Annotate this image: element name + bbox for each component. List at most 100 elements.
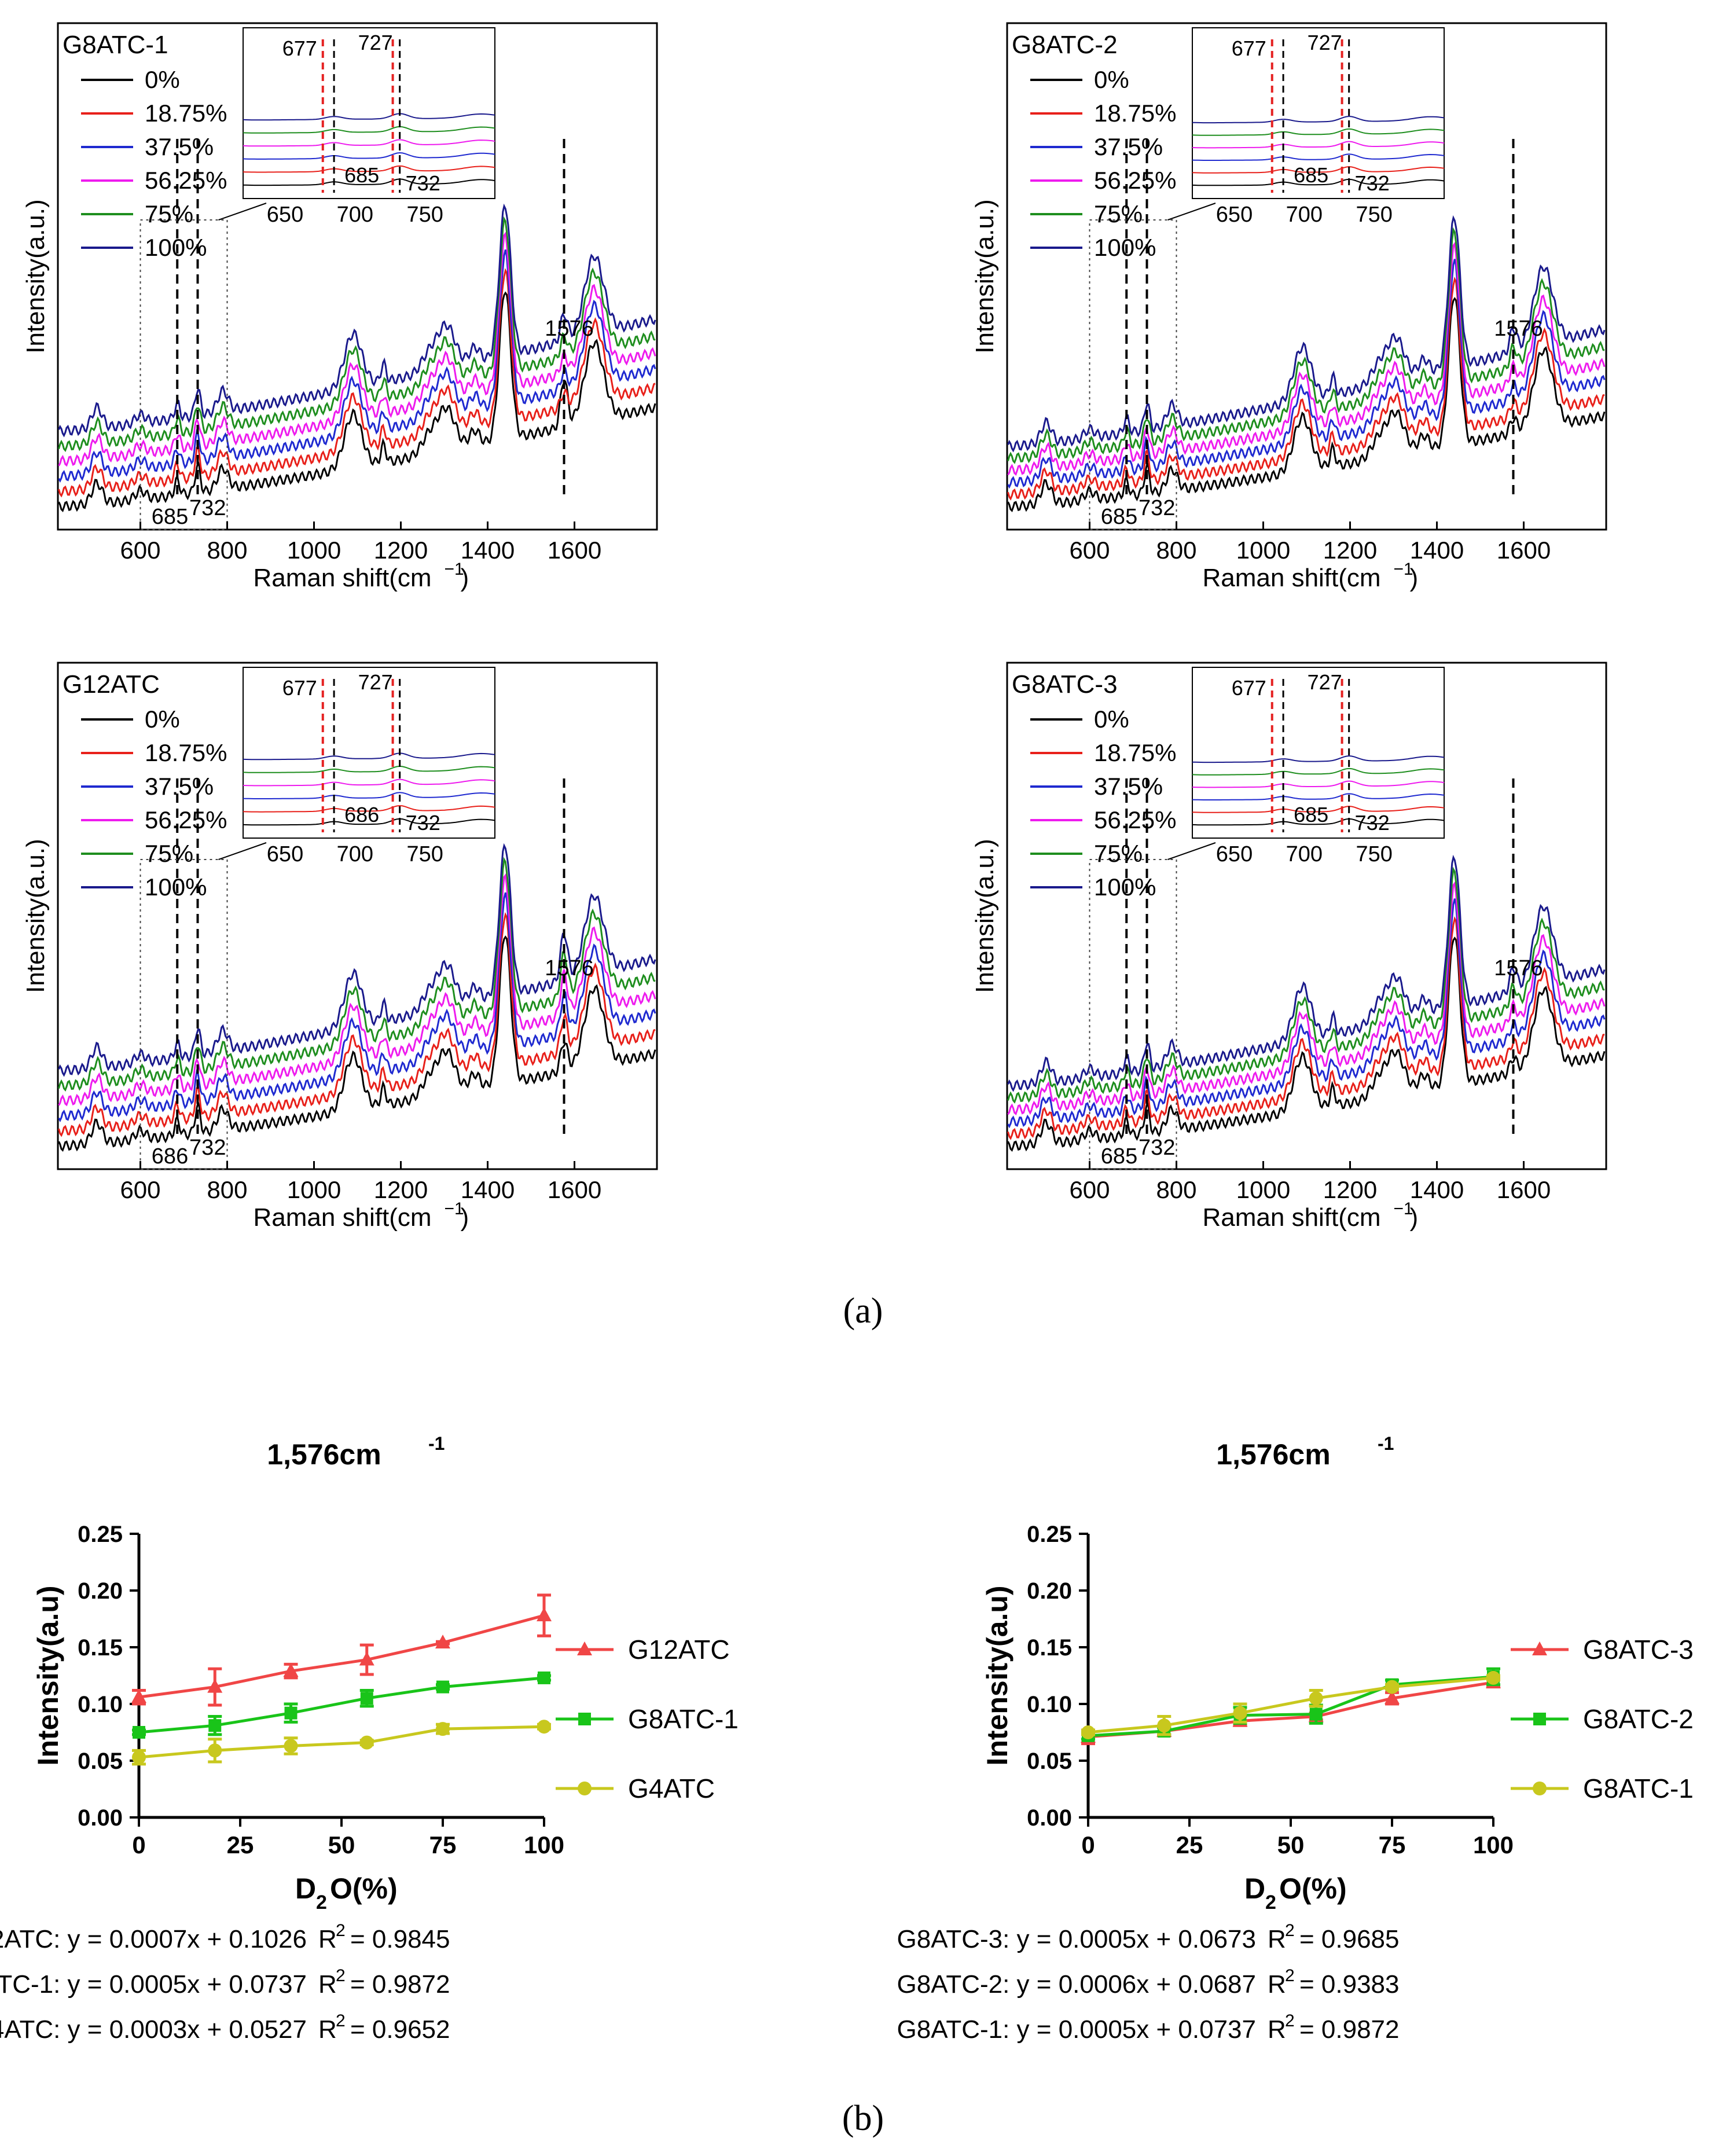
spectrum-3 bbox=[1007, 241, 1606, 476]
x-tick-label: 600 bbox=[120, 537, 160, 564]
series-line bbox=[1088, 1676, 1494, 1734]
inset-label: 727 bbox=[358, 670, 393, 694]
inset-spectrum-0 bbox=[1192, 178, 1445, 186]
y-tick-label: 0.25 bbox=[78, 1522, 123, 1547]
x-tick-label: 1600 bbox=[548, 1176, 601, 1203]
annotation-label: 732 bbox=[1139, 496, 1175, 520]
inset-tick-label: 700 bbox=[1286, 842, 1323, 866]
x-tick-label: 1000 bbox=[287, 1176, 341, 1203]
data-point bbox=[208, 1719, 222, 1732]
plot-frame bbox=[1006, 22, 1607, 531]
x-tick-label: 75 bbox=[1379, 1831, 1406, 1859]
legend-label: 56.25% bbox=[1094, 806, 1176, 833]
y-tick-label: 0.15 bbox=[1027, 1635, 1072, 1661]
r-squared-superscript: 2 bbox=[1285, 2011, 1295, 2030]
legend-label: 18.75% bbox=[1094, 739, 1176, 766]
spectrum-0 bbox=[1007, 936, 1606, 1152]
legend-label: G4ATC bbox=[628, 1773, 715, 1804]
y-tick-label: 0.20 bbox=[1027, 1578, 1072, 1604]
inset-label: 732 bbox=[1355, 811, 1390, 835]
inset-spectrum-5 bbox=[243, 113, 495, 121]
data-point bbox=[208, 1743, 222, 1758]
inset-spectrum-1 bbox=[243, 805, 495, 813]
inset-tick-label: 700 bbox=[1286, 203, 1323, 227]
panel-a-label: (a) bbox=[843, 1291, 883, 1331]
r-squared-value: = 0.9872 bbox=[1299, 2015, 1400, 2044]
x-tick-label: 1000 bbox=[287, 537, 341, 564]
spectrum-2 bbox=[58, 892, 656, 1122]
panel-title: G8ATC-1 bbox=[63, 31, 168, 59]
r-squared-r: R bbox=[318, 1925, 337, 1953]
r-squared-value: = 0.9685 bbox=[1299, 1925, 1400, 1953]
data-point bbox=[1486, 1670, 1500, 1685]
spectrum-1 bbox=[58, 912, 656, 1137]
annotation-label: 686 bbox=[152, 1144, 188, 1169]
legend-label: 18.75% bbox=[145, 100, 227, 127]
inset-label: 685 bbox=[344, 163, 379, 187]
y-axis-label: Intensity(a.u.) bbox=[21, 199, 50, 354]
r-squared-superscript: 2 bbox=[336, 1966, 346, 1985]
spectrum-3 bbox=[1007, 881, 1606, 1115]
regression-equation: G8ATC-3: y = 0.0005x + 0.0673 bbox=[897, 1925, 1256, 1953]
regression-equation: G12ATC: y = 0.0007x + 0.1026 bbox=[0, 1925, 307, 1953]
panel-title: G8ATC-2 bbox=[1012, 31, 1118, 59]
x-tick-label: 100 bbox=[1473, 1831, 1514, 1859]
x-tick-label: 1400 bbox=[1410, 537, 1464, 564]
annotation-label: 1576 bbox=[1494, 317, 1543, 341]
legend-label: G8ATC-1 bbox=[628, 1704, 739, 1734]
x-tick-label: 800 bbox=[207, 1176, 247, 1203]
legend-label: 37.5% bbox=[1094, 133, 1163, 160]
x-axis-superscript: −1 bbox=[1394, 1199, 1413, 1218]
legend-label: 100% bbox=[145, 234, 207, 261]
data-point bbox=[284, 1739, 298, 1753]
inset-spectrum-2 bbox=[243, 792, 495, 799]
line-panel: 1,576cm -1 0.00 0.05 0.10 0.15 0.20 0.25 0 25 50 75… bbox=[0, 1433, 739, 2044]
chart-title: 1,576cm bbox=[1216, 1438, 1330, 1471]
x-axis-label: Raman shift(cm bbox=[1203, 564, 1381, 592]
y-tick-label: 0.10 bbox=[1027, 1692, 1072, 1717]
x-tick-label: 800 bbox=[207, 537, 247, 564]
inset-spectrum-3 bbox=[1192, 141, 1445, 149]
legend-label: 0% bbox=[1094, 66, 1129, 93]
annotation-label: 685 bbox=[1101, 1144, 1137, 1169]
legend-marker bbox=[578, 1713, 591, 1725]
inset-label: 727 bbox=[1308, 31, 1342, 54]
annotation-label: 685 bbox=[1101, 505, 1137, 529]
data-point bbox=[1385, 1680, 1399, 1694]
inset-tick-label: 750 bbox=[406, 842, 443, 866]
x-tick-label: 1600 bbox=[1497, 1176, 1551, 1203]
x-tick-label: 25 bbox=[1176, 1831, 1203, 1859]
x-tick-label: 1400 bbox=[461, 1176, 515, 1203]
inset-tick-label: 750 bbox=[406, 203, 443, 227]
regression-equation: G8ATC-1: y = 0.0005x + 0.0737 bbox=[0, 1970, 307, 1999]
data-point bbox=[538, 1671, 550, 1684]
x-tick-label: 25 bbox=[227, 1831, 254, 1859]
line-panel: 1,576cm -1 0.00 0.05 0.10 0.15 0.20 0.25 0 25 50 75… bbox=[897, 1433, 1694, 2044]
annotation-label: 685 bbox=[152, 505, 188, 529]
chart-title-superscript: -1 bbox=[1378, 1433, 1394, 1454]
spectrum-5 bbox=[1007, 854, 1606, 1092]
inset-spectrum-0 bbox=[243, 178, 495, 186]
legend-label: 56.25% bbox=[145, 167, 227, 194]
r-squared-superscript: 2 bbox=[336, 1921, 346, 1940]
inset-label: 686 bbox=[344, 803, 379, 827]
legend-label: 100% bbox=[145, 873, 207, 901]
spectrum-5 bbox=[58, 843, 656, 1077]
data-point bbox=[435, 1635, 450, 1649]
x-tick-label: 1200 bbox=[374, 537, 428, 564]
inset-spectrum-3 bbox=[1192, 780, 1445, 788]
series-line bbox=[138, 1676, 545, 1734]
spectrum-2 bbox=[1007, 259, 1606, 489]
y-axis-label: Intensity(a.u.) bbox=[971, 199, 999, 354]
data-point bbox=[537, 1607, 552, 1622]
inset-label: 677 bbox=[282, 36, 317, 60]
spectrum-4 bbox=[58, 857, 656, 1092]
x-tick-label: 1400 bbox=[461, 537, 515, 564]
plot-frame bbox=[1006, 662, 1607, 1170]
x-axis-label-subscript: 2 bbox=[316, 1891, 327, 1913]
data-point bbox=[283, 1663, 299, 1677]
x-tick-label: 1600 bbox=[548, 537, 601, 564]
legend-label: 0% bbox=[145, 706, 180, 733]
y-tick-label: 0.20 bbox=[78, 1578, 123, 1604]
